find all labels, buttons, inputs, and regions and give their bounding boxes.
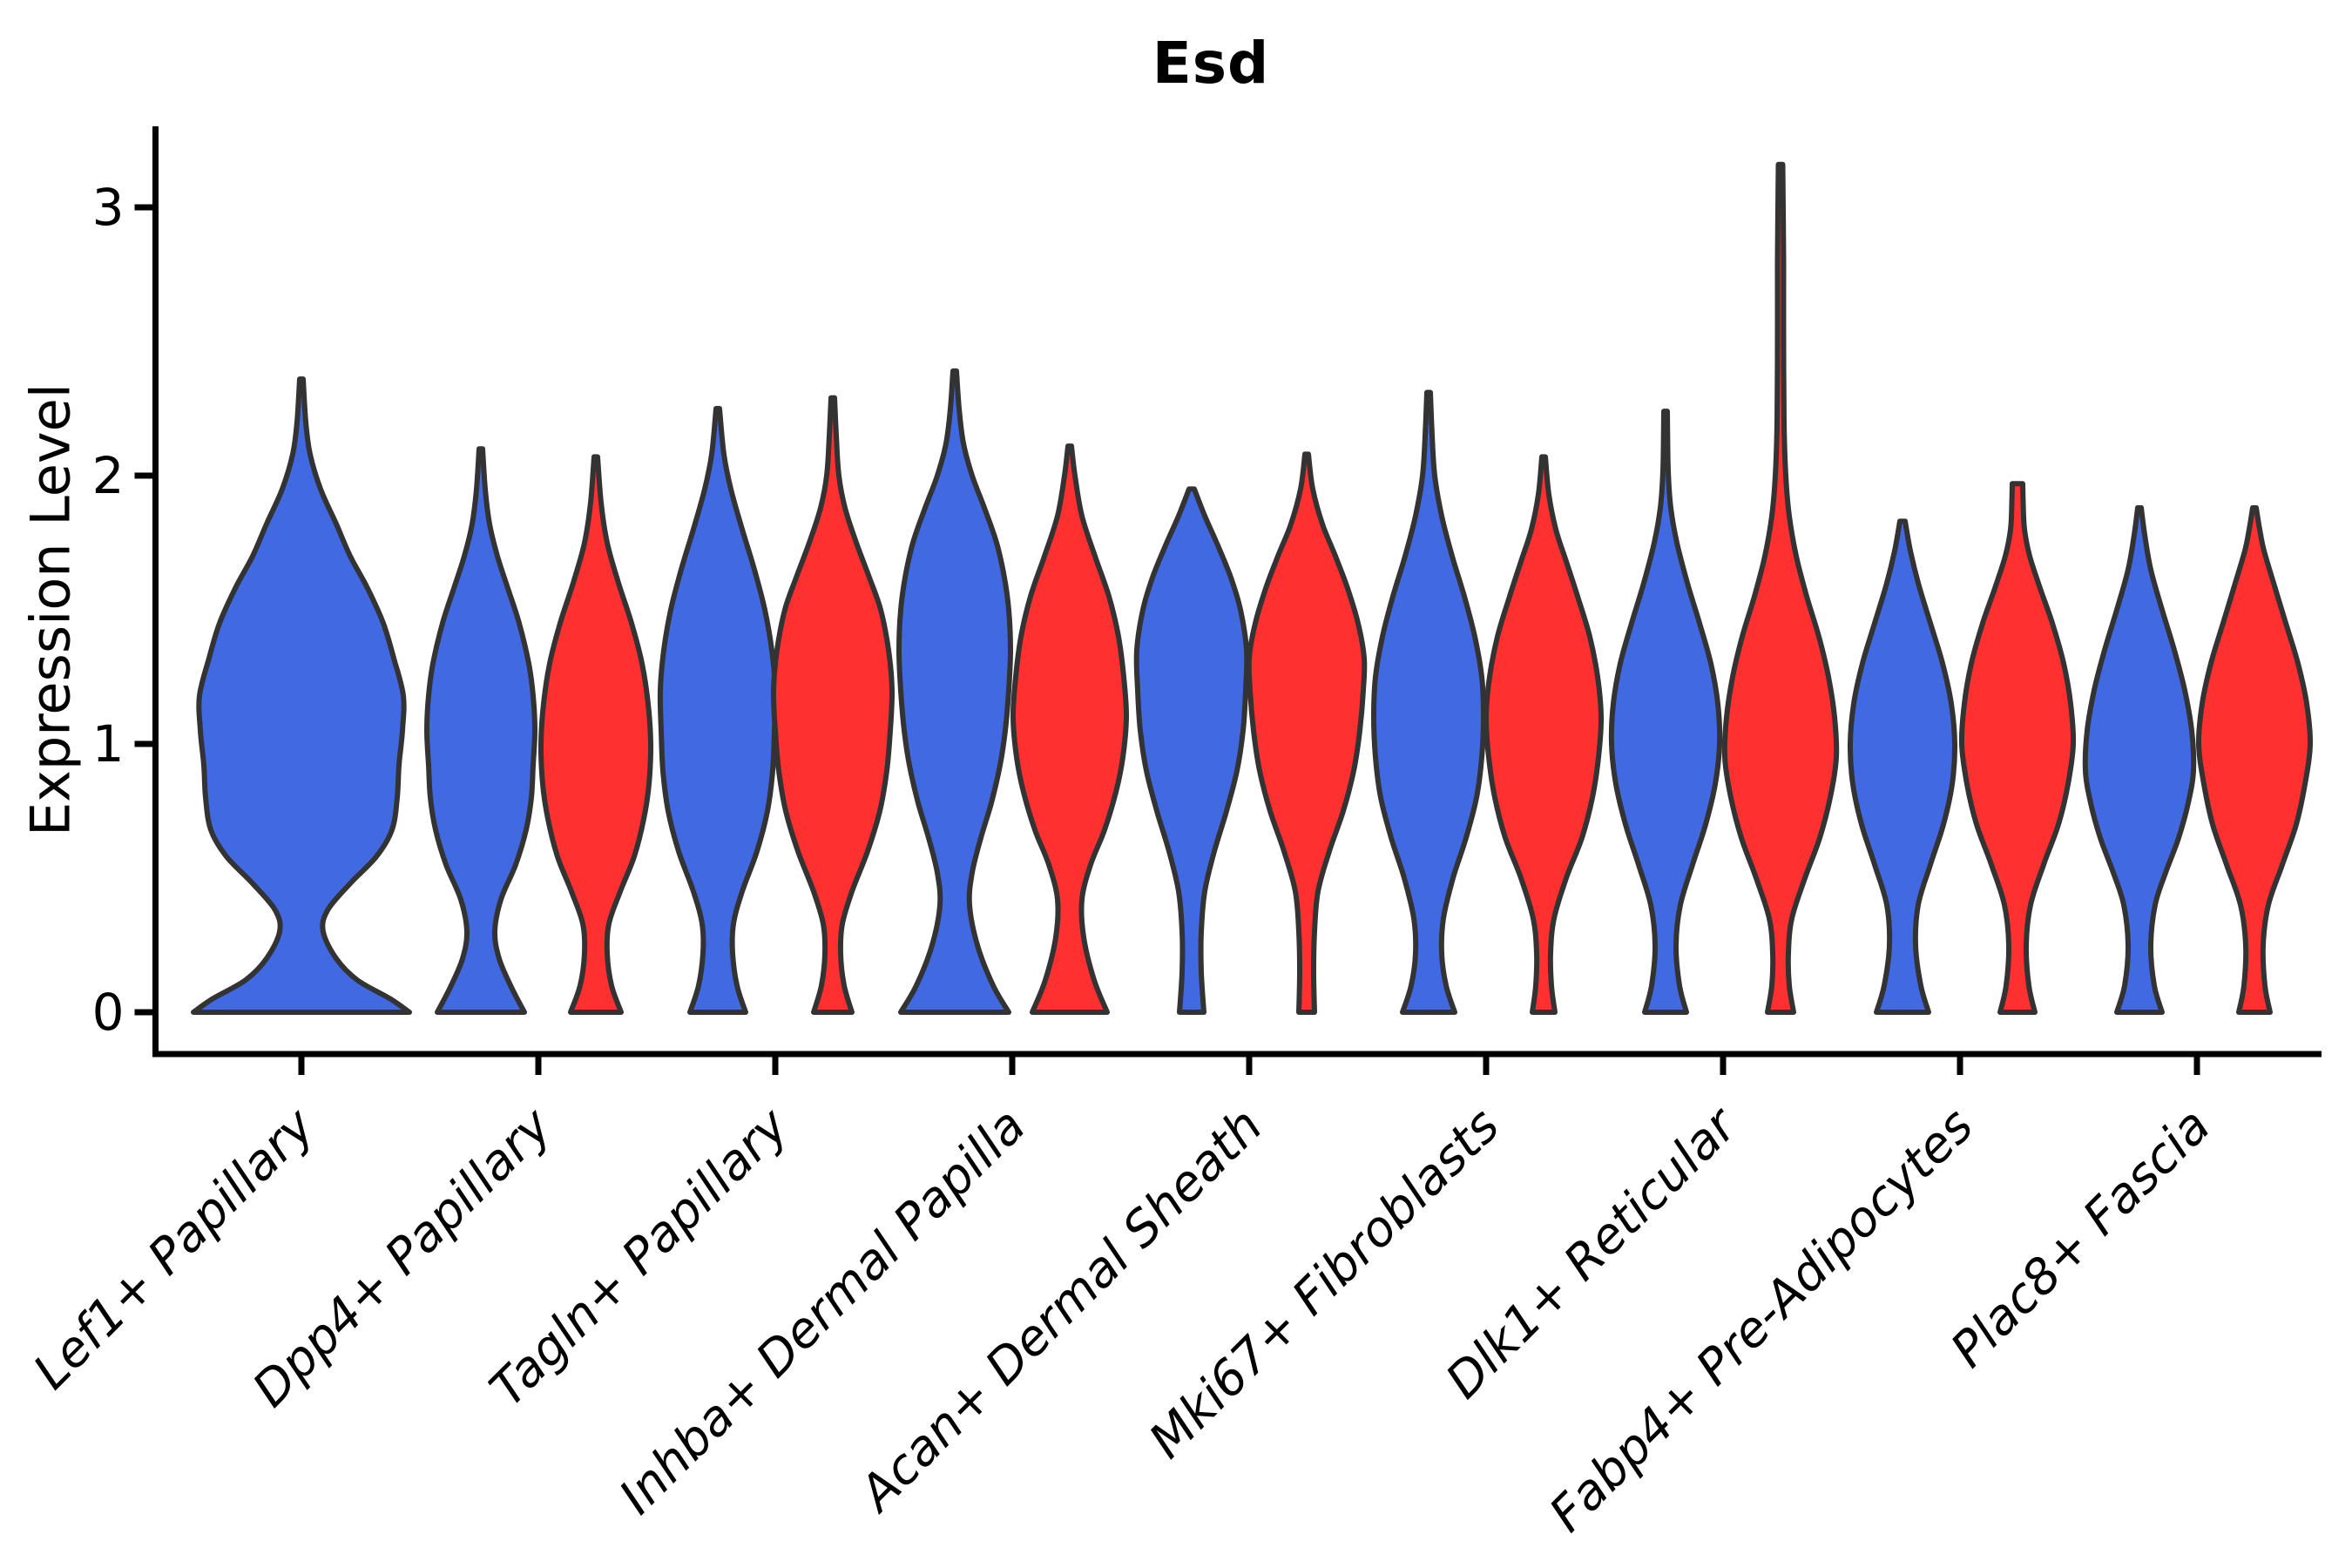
x-category-label: Inhba+ Dermal Papilla: [609, 1098, 1037, 1525]
violin-lef1-papillary-group1: [191, 376, 412, 1015]
chart-title: Esd: [1152, 30, 1270, 97]
violin-acan-dermal-sheath-group1: [1133, 486, 1250, 1015]
y-tick-label: 2: [92, 446, 125, 505]
x-category-label: Fabp4+ Pre-Adipocytes: [1539, 1098, 1984, 1543]
violin-acan-dermal-sheath-group2: [1246, 451, 1368, 1015]
violin-dpp4-papillary-group1: [424, 446, 537, 1015]
y-tick-label: 1: [92, 714, 125, 774]
violin-dpp4-papillary-group2: [537, 454, 654, 1015]
violin-dlk1-reticular-group1: [1608, 409, 1723, 1015]
violin-inhba-dermal-papilla-group2: [1010, 443, 1130, 1015]
violin-fabp4-pre-adipocytes-group1: [1847, 518, 1958, 1015]
violin-mki67-fibroblasts-group2: [1483, 454, 1605, 1015]
y-tick-label: 0: [92, 983, 125, 1042]
violin-tagln-papillary-group1: [657, 406, 779, 1015]
violin-fabp4-pre-adipocytes-group2: [1958, 481, 2077, 1015]
y-tick-label: 3: [92, 178, 125, 237]
violin-inhba-dermal-papilla-group1: [896, 368, 1013, 1015]
violin-dlk1-reticular-group2: [1721, 161, 1840, 1015]
violin-plac8-fascia-group1: [2082, 504, 2197, 1015]
violin-mki67-fibroblasts-group1: [1371, 389, 1486, 1015]
x-category-label: Plac8+ Fascia: [1940, 1098, 2221, 1379]
violin-tagln-papillary-group2: [770, 395, 896, 1015]
violin-plac8-fascia-group2: [2195, 504, 2314, 1015]
x-category-label: Acan+ Dermal Sheath: [848, 1098, 1274, 1524]
